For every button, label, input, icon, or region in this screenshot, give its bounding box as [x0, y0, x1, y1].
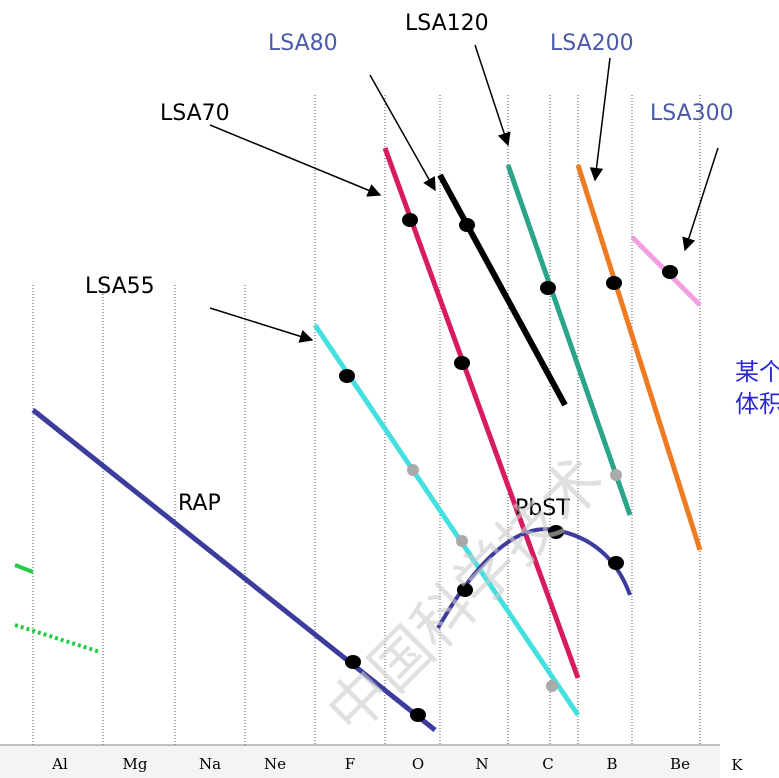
- element-label: K: [731, 756, 743, 774]
- dots: [339, 213, 678, 722]
- label: RAP: [178, 491, 221, 516]
- label: LSA200: [550, 31, 634, 56]
- element-label: B: [606, 755, 617, 773]
- side-note: 某个: [735, 358, 779, 386]
- element-axis: Al Mg Na Ne F O N C B Be K: [51, 755, 743, 774]
- element-label: Na: [199, 755, 221, 773]
- element-label: Al: [51, 755, 68, 773]
- element-label: C: [542, 755, 553, 773]
- grid: [0, 95, 720, 778]
- element-label: Ne: [264, 755, 286, 773]
- element-label: F: [345, 755, 355, 773]
- label: LSA70: [160, 101, 230, 126]
- element-label: Be: [670, 755, 690, 773]
- curves: [14, 147, 703, 732]
- label: LSA55: [85, 274, 155, 299]
- side-note: 体积: [735, 390, 779, 418]
- label: LSA300: [650, 101, 734, 126]
- element-label: O: [412, 755, 424, 773]
- arrows: [209, 44, 719, 343]
- label: PbST: [515, 496, 570, 521]
- label: LSA120: [405, 11, 489, 36]
- element-label: N: [475, 755, 488, 773]
- element-label: Mg: [123, 755, 148, 773]
- label: LSA80: [268, 31, 338, 56]
